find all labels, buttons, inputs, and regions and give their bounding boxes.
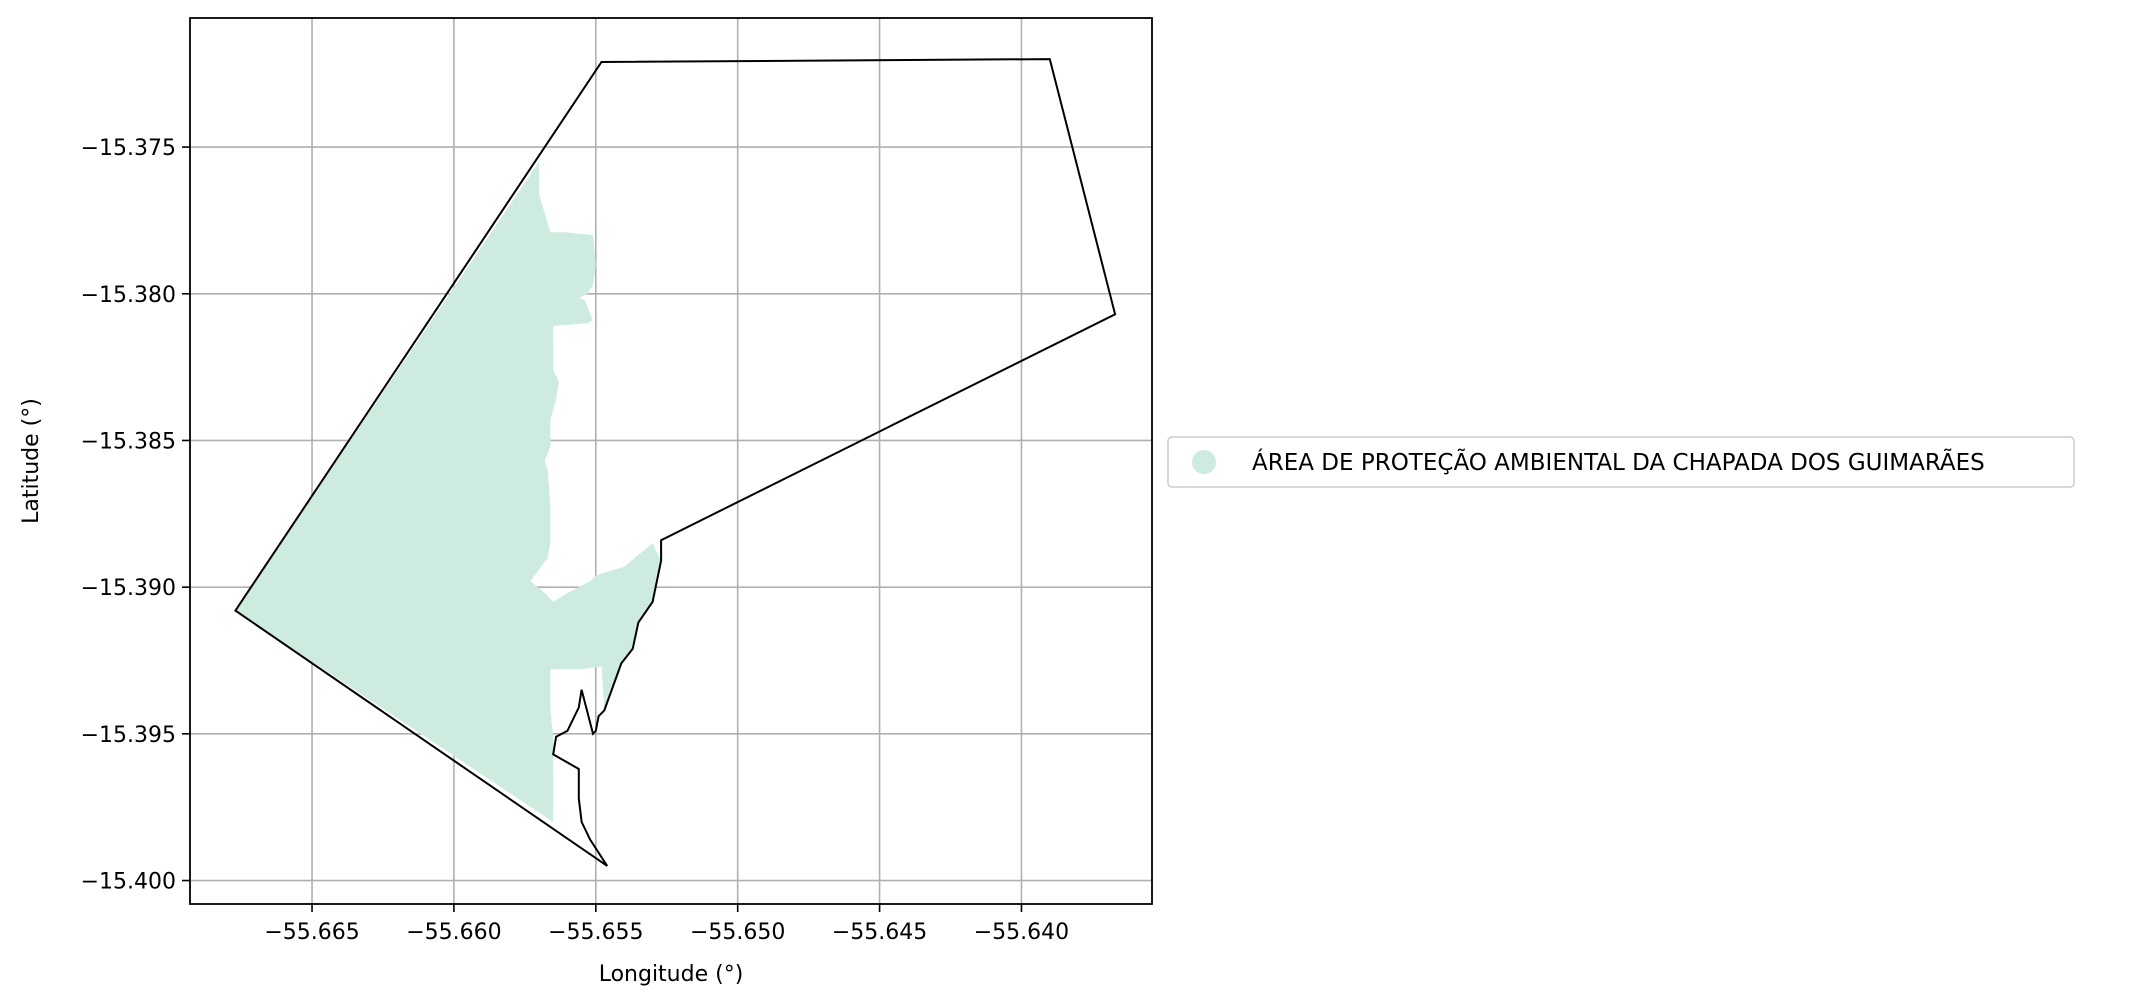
x-tick-label: −55.645 (832, 920, 927, 945)
x-axis-label: Longitude (°) (599, 962, 744, 987)
x-tick-label: −55.640 (974, 920, 1069, 945)
x-tick-label: −55.660 (406, 920, 501, 945)
x-tick-label: −55.665 (264, 920, 359, 945)
x-tick-label: −55.650 (690, 920, 785, 945)
legend: ÁREA DE PROTEÇÃO AMBIENTAL DA CHAPADA DO… (1167, 436, 2075, 488)
y-tick-label: −15.375 (81, 136, 176, 161)
y-tick-label: −15.385 (81, 429, 176, 454)
legend-marker-icon (1192, 450, 1216, 474)
y-axis-label: Latitude (°) (19, 398, 44, 524)
legend-frame (1167, 436, 2075, 488)
x-axis-ticks: −55.665 −55.660 −55.655 −55.650 −55.645 −55.6… (264, 904, 1069, 945)
legend-label: ÁREA DE PROTEÇÃO AMBIENTAL DA CHAPADA DO… (1252, 448, 1985, 476)
plot-frame (189, 17, 1153, 905)
x-tick-label: −55.655 (548, 920, 643, 945)
y-tick-label: −15.400 (81, 870, 176, 895)
y-tick-label: −15.380 (81, 283, 176, 308)
protected-area-polygon[interactable] (235, 161, 662, 822)
y-tick-label: −15.395 (81, 723, 176, 748)
y-axis-ticks: −15.375 −15.380 −15.385 −15.390 −15.395 −15.4… (81, 136, 190, 895)
study-area-boundary[interactable] (234, 58, 1117, 867)
y-tick-label: −15.390 (81, 576, 176, 601)
